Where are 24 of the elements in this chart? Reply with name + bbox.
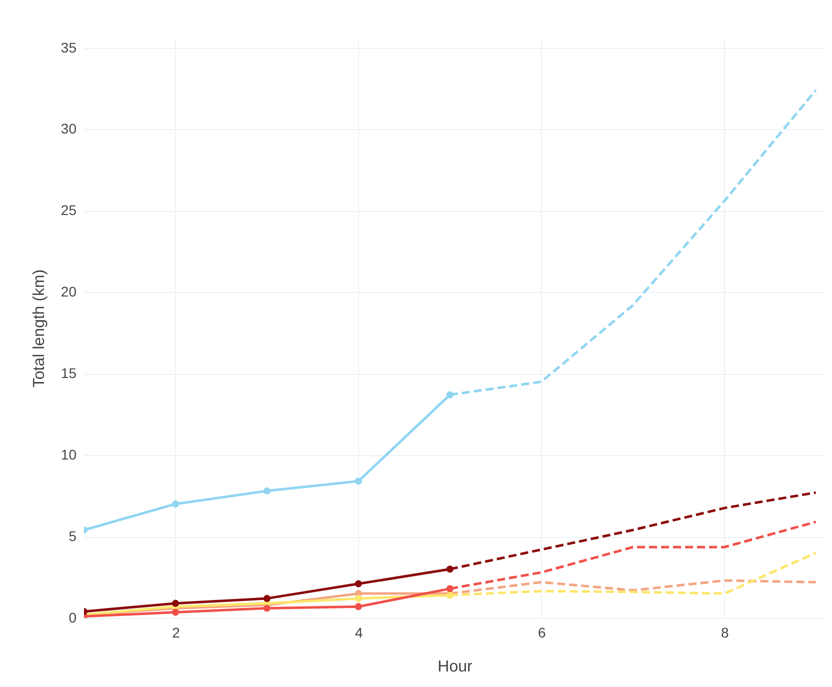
x-tick-label: 4 bbox=[355, 624, 364, 640]
x-tick-label: 6 bbox=[538, 624, 546, 640]
x-tick-label: 2 bbox=[172, 624, 180, 640]
point bbox=[354, 580, 362, 588]
point bbox=[263, 594, 270, 602]
x-axis-title: Hour bbox=[438, 658, 474, 676]
point bbox=[263, 487, 270, 494]
y-tick-label: 25 bbox=[60, 202, 77, 218]
point bbox=[172, 500, 180, 508]
y-tick-label: 15 bbox=[60, 365, 77, 382]
point bbox=[354, 603, 362, 610]
y-axis-title: Total length (km) bbox=[30, 269, 48, 388]
y-tick-label: 0 bbox=[68, 610, 77, 626]
y-tick-label: 10 bbox=[60, 446, 77, 463]
point bbox=[354, 594, 362, 602]
y-tick-label: 5 bbox=[68, 528, 77, 544]
point bbox=[354, 478, 362, 485]
y-tick-label: 35 bbox=[60, 39, 77, 56]
y-tick-label: 20 bbox=[60, 284, 77, 300]
point bbox=[172, 600, 180, 607]
x-tick-label: 8 bbox=[720, 624, 729, 640]
point bbox=[263, 604, 270, 612]
point bbox=[172, 608, 180, 616]
y-tick-label: 30 bbox=[60, 120, 77, 137]
